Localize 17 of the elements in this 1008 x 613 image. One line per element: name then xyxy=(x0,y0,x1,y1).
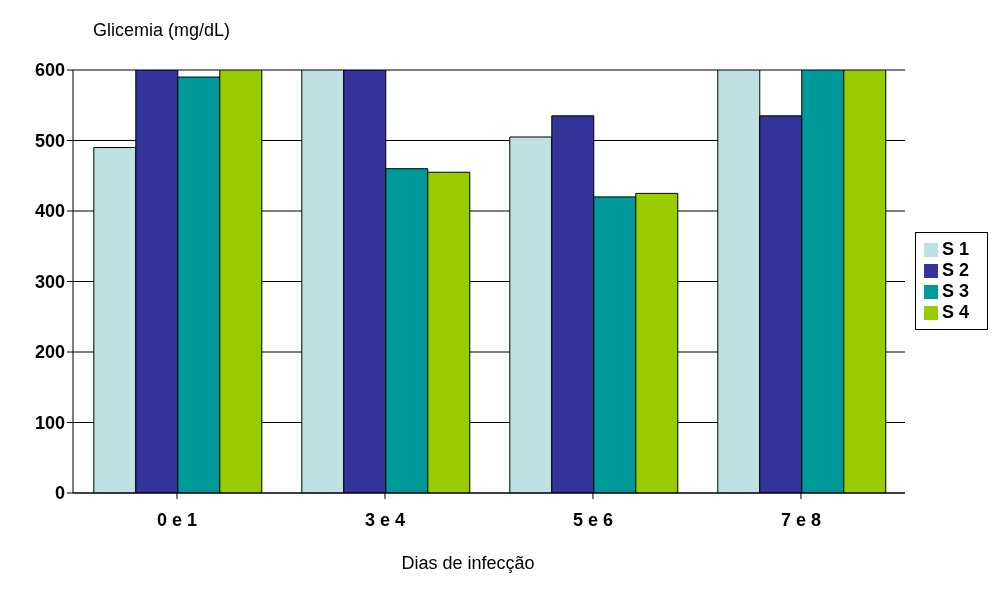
x-tick-label: 0 e 1 xyxy=(156,509,198,530)
y-tick-label: 200 xyxy=(34,342,65,363)
y-tick-label: 100 xyxy=(34,412,65,433)
x-axis-title: Dias de infecção xyxy=(400,553,536,574)
legend-label: S 4 xyxy=(941,301,969,322)
legend-label: S 2 xyxy=(941,259,969,280)
x-tick-label: 3 e 4 xyxy=(364,509,406,530)
y-tick-label: 300 xyxy=(34,271,65,292)
legend-label: S 1 xyxy=(941,238,969,259)
y-tick-label: 0 xyxy=(54,483,65,504)
x-tick-label: 5 e 6 xyxy=(572,509,613,530)
legend-label: S 3 xyxy=(941,280,969,301)
y-axis-title: Glicemia (mg/dL) xyxy=(93,20,231,41)
y-tick-label: 500 xyxy=(34,130,65,151)
y-tick-label: 400 xyxy=(34,201,65,222)
y-tick-label: 600 xyxy=(34,60,65,81)
x-tick-label: 7 e 8 xyxy=(780,509,821,530)
